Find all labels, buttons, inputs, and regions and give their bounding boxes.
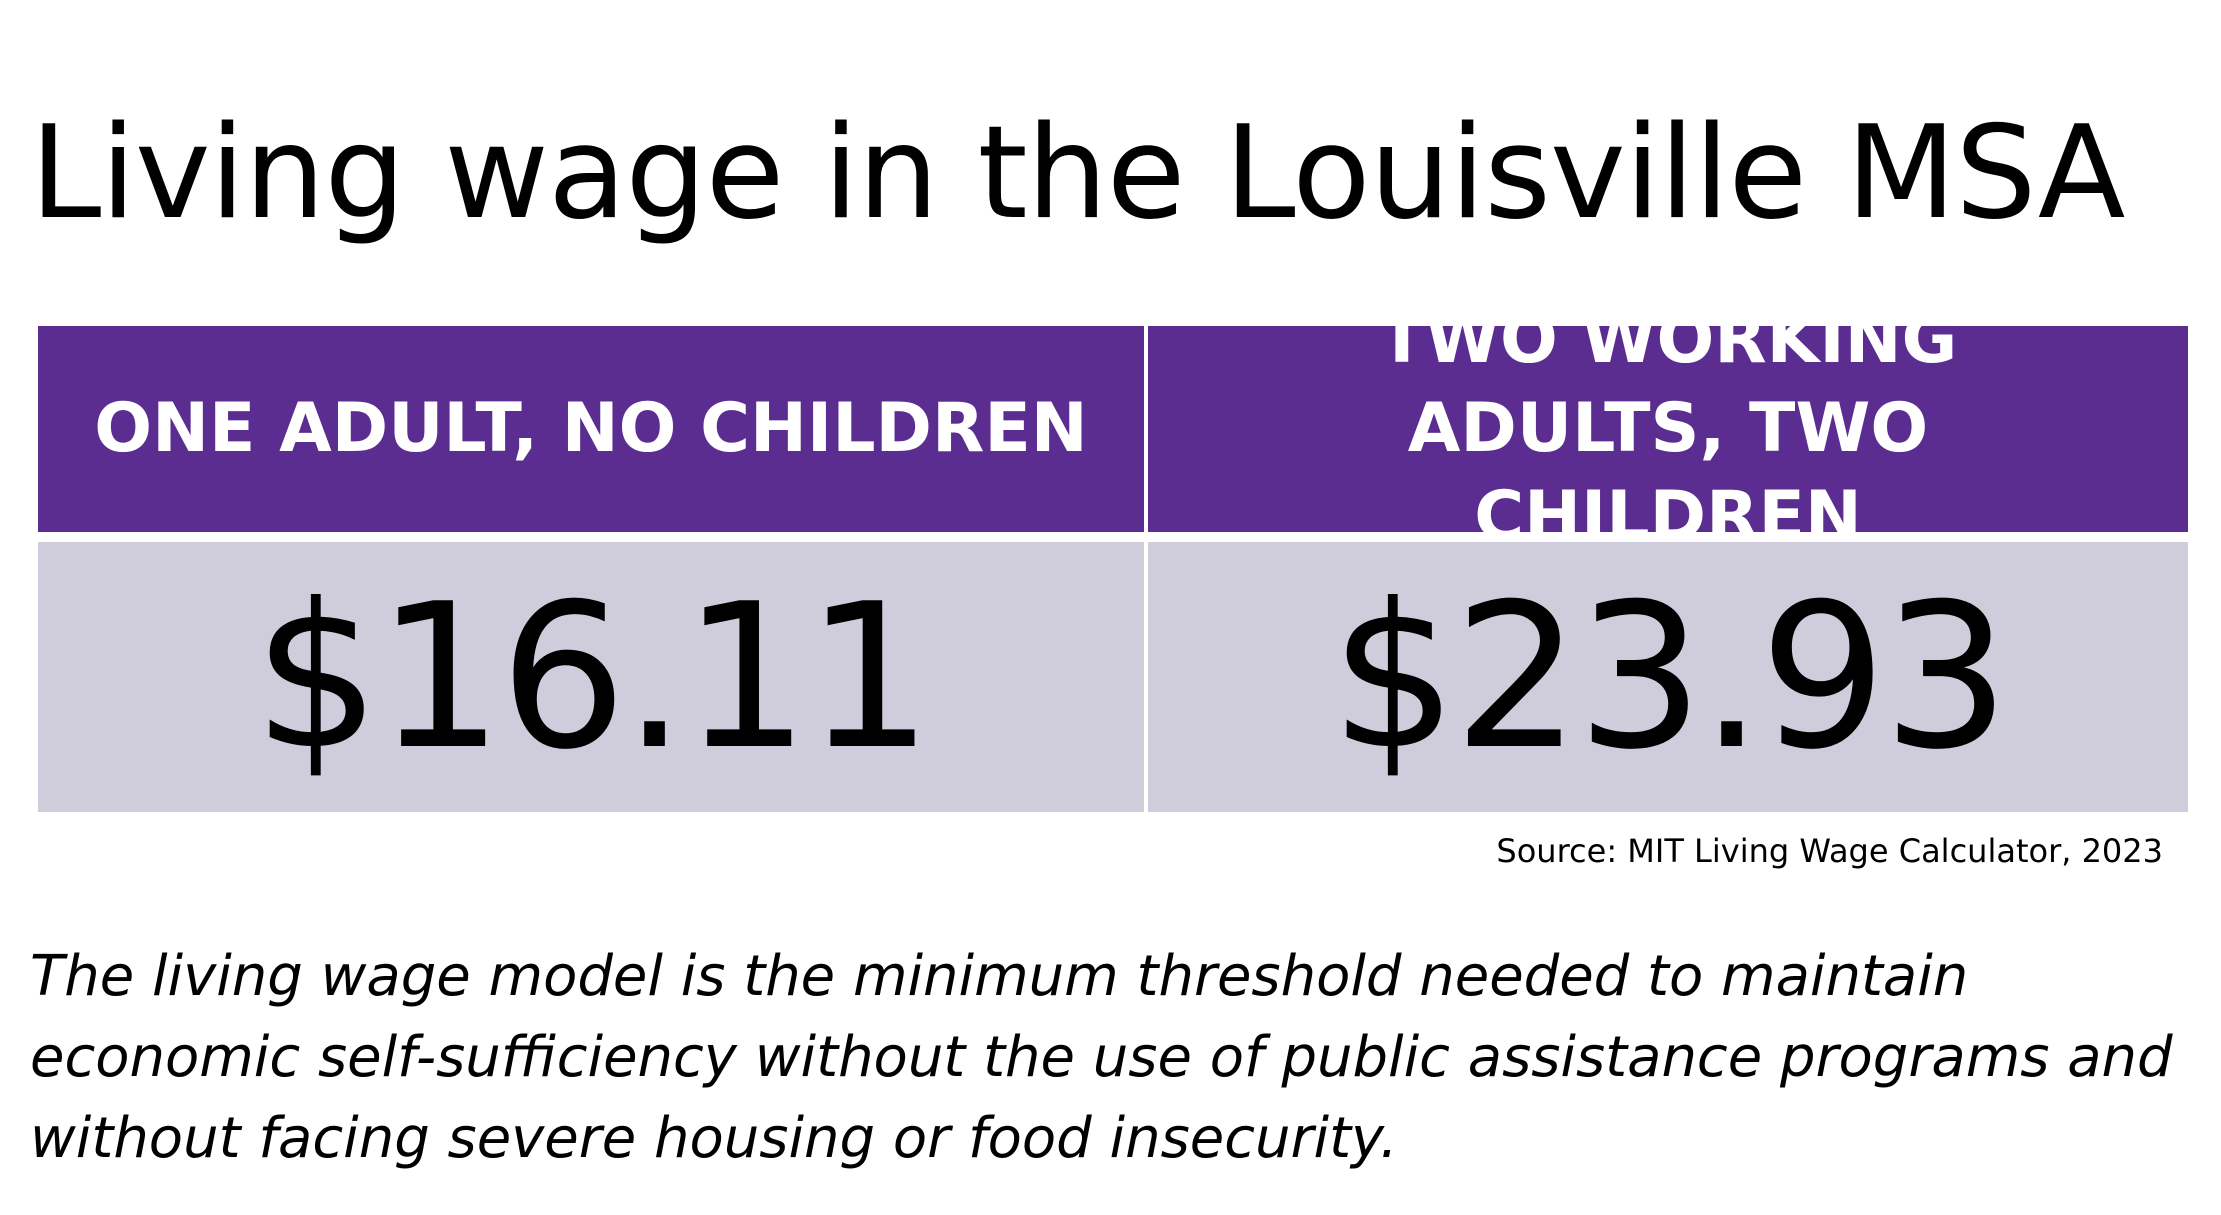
living-wage-description: The living wage model is the minimum thr…	[30, 944, 2173, 1171]
header-two-adults-two-children: TWO WORKING ADULTS, TWO CHILDREN	[1148, 300, 2188, 556]
wage-value-one-adult-no-children: $16.11	[38, 542, 1144, 812]
source-citation: Source: MIT Living Wage Calculator, 2023	[1496, 832, 2163, 870]
header-two-adults-two-children-label: TWO WORKING ADULTS, TWO CHILDREN	[1378, 300, 1958, 557]
page-title: Living wage in the Louisville MSA	[30, 99, 2125, 248]
wage-value-two-adults-two-children: $23.93	[1148, 542, 2188, 812]
living-wage-table: ONE ADULT, NO CHILDREN TWO WORKING ADULT…	[38, 300, 2188, 812]
header-one-adult-no-children: ONE ADULT, NO CHILDREN	[38, 326, 1144, 532]
